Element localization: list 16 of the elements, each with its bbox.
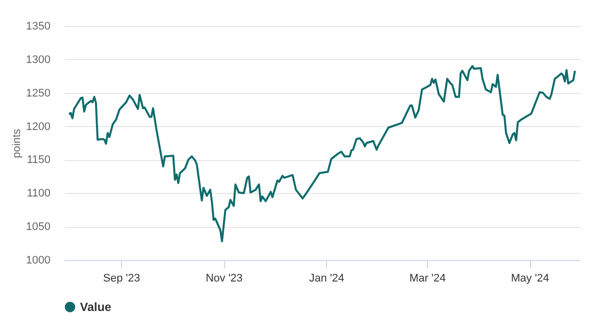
x-tick-label: Sep '23	[103, 272, 140, 284]
y-tick-label: 1000	[26, 254, 50, 266]
x-tick-label: Jan '24	[309, 272, 344, 284]
legend-label: Value	[80, 300, 112, 314]
x-tick-label: Nov '23	[206, 272, 243, 284]
y-tick-label: 1150	[26, 154, 50, 166]
line-series	[68, 65, 576, 242]
y-tick-label: 1250	[26, 87, 50, 100]
x-tick-label: Mar '24	[409, 272, 446, 284]
x-tick-label: May '24	[510, 272, 550, 284]
y-tick-label: 1100	[26, 188, 50, 200]
y-tick-label: 1350	[26, 20, 50, 32]
y-tick-label: 1200	[26, 120, 50, 133]
y-axis-title: points	[11, 128, 24, 158]
y-tick-label: 1050	[26, 221, 50, 234]
y-tick-label: 1300	[26, 54, 50, 66]
